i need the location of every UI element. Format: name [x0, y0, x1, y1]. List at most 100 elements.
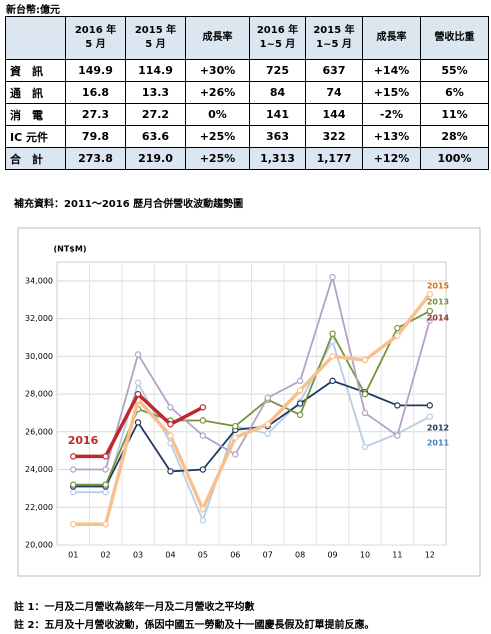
data-point — [361, 409, 369, 417]
data-point — [70, 521, 77, 528]
data-point — [426, 413, 433, 420]
header-line: 成長率 — [376, 32, 407, 43]
data-point — [134, 390, 142, 398]
data-point — [426, 317, 433, 324]
data-point — [264, 430, 271, 437]
data-point — [102, 488, 109, 496]
cell: +26% — [185, 81, 250, 104]
x-tick-label: 08 — [295, 551, 305, 560]
header-line: 成長率 — [202, 32, 233, 43]
data-point — [199, 466, 207, 473]
x-tick-label: 10 — [360, 551, 370, 560]
cell: -2% — [362, 103, 421, 126]
cell: 27.3 — [65, 103, 126, 126]
chart-frame — [17, 227, 481, 577]
corner-cell — [5, 16, 66, 60]
header-cell: 營收比重 — [420, 16, 489, 60]
chart-caption: 補充資料：2011～2016 歷月合併營收波動趨勢圖 — [14, 199, 244, 210]
data-point — [264, 421, 271, 428]
data-point — [232, 451, 239, 458]
cell: 16.8 — [65, 81, 126, 104]
note: 註 2：五月及十月營收波動，係因中國五一勞動及十一國慶長假及訂單提前反應。 — [14, 620, 375, 631]
table-body: 資 訊 149.9 114.9 +30% 725 637 +14% 55% 通 訊 16.8 13.… — [5, 59, 489, 170]
revenue-table: 2016 年 5 月 2015 年 5 月 成長率 2016 年 1~5 月 2015 年 1~… — [5, 16, 489, 170]
cell: +13% — [362, 125, 421, 148]
data-point — [329, 377, 336, 385]
series-label: 2011 — [427, 439, 450, 448]
series-label: 2016 — [68, 434, 99, 447]
data-point — [394, 432, 401, 439]
cell: 100% — [420, 147, 489, 170]
data-point — [70, 453, 77, 460]
x-tick-label: 11 — [392, 551, 402, 560]
x-tick-label: 04 — [165, 551, 175, 560]
cell: 6% — [420, 81, 489, 104]
data-point — [232, 422, 239, 430]
cell: +14% — [362, 59, 421, 82]
data-point — [167, 404, 174, 411]
header-line: 營收比重 — [434, 32, 475, 43]
data-point — [102, 466, 109, 473]
y-tick-label: 34,000 — [25, 276, 53, 285]
cell: +25% — [185, 147, 250, 170]
y-tick-label: 30,000 — [25, 352, 53, 361]
header-line: 1~5 月 — [316, 39, 352, 50]
data-point — [134, 419, 142, 426]
data-point — [361, 443, 369, 451]
header-line: 2015 年 — [134, 25, 177, 36]
series-label: 2013 — [427, 298, 449, 307]
header-line: 5 月 — [85, 39, 106, 50]
data-point — [199, 517, 207, 524]
data-point — [426, 402, 433, 409]
series-label: 2014 — [427, 314, 450, 323]
data-point — [264, 394, 271, 402]
header-line: 2016 年 — [256, 25, 299, 36]
data-point — [361, 390, 369, 398]
data-point — [296, 400, 304, 407]
cell: +30% — [185, 59, 250, 82]
data-point — [167, 421, 174, 428]
y-axis-label: (NT$M) — [54, 245, 87, 254]
cell: +12% — [362, 147, 421, 170]
header-cell: 2015 年 5 月 — [125, 16, 186, 60]
data-point — [199, 432, 207, 439]
table-row: IC 元件 79.8 63.6 +25% 363 322 +13% 28% — [5, 125, 489, 148]
data-point — [394, 332, 401, 339]
note: 註 1：一月及二月營收為該年一月及二月營收之平均數 — [14, 602, 255, 613]
header-line: 1~5 月 — [259, 39, 296, 50]
data-point — [296, 411, 304, 419]
data-point — [102, 481, 109, 488]
data-point — [361, 356, 369, 364]
header-cell: 成長率 — [362, 16, 421, 60]
y-tick-label: 24,000 — [25, 465, 53, 474]
y-tick-label: 32,000 — [25, 314, 53, 323]
cell: 13.3 — [125, 81, 186, 104]
cell: +15% — [362, 81, 421, 104]
data-point — [102, 521, 109, 528]
header-line: 2015 年 — [313, 25, 355, 36]
data-point — [167, 432, 174, 439]
x-tick-label: 03 — [133, 551, 143, 560]
header-cell: 2015 年 1~5 月 — [305, 16, 363, 60]
cell: 363 — [249, 125, 306, 148]
x-tick-label: 07 — [263, 551, 273, 560]
x-tick-label: 02 — [101, 551, 111, 560]
y-tick-label: 28,000 — [25, 390, 53, 399]
data-point — [70, 488, 77, 496]
series-label: 2015 — [427, 282, 450, 291]
header-cell: 成長率 — [185, 16, 250, 60]
y-tick-label: 20,000 — [25, 541, 53, 550]
data-point — [426, 290, 433, 298]
data-point — [394, 324, 401, 332]
row-label: 合 計 — [5, 147, 66, 170]
x-tick-label: 05 — [198, 551, 208, 560]
data-point — [134, 351, 142, 358]
data-point — [329, 330, 336, 337]
data-point — [199, 417, 207, 424]
header-cell: 2016 年 1~5 月 — [249, 16, 306, 60]
data-point — [102, 453, 109, 460]
data-point — [426, 307, 433, 315]
data-point — [296, 387, 304, 394]
y-tick-label: 26,000 — [25, 427, 53, 436]
